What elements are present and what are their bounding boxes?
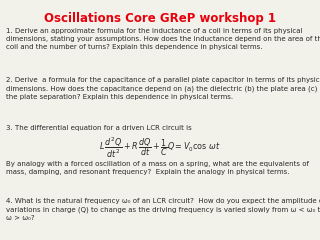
Text: Oscillations Core GReP workshop 1: Oscillations Core GReP workshop 1 bbox=[44, 12, 276, 25]
Text: By analogy with a forced oscillation of a mass on a spring, what are the equival: By analogy with a forced oscillation of … bbox=[6, 161, 309, 175]
Text: 2. Derive  a formula for the capacitance of a parallel plate capacitor in terms : 2. Derive a formula for the capacitance … bbox=[6, 77, 320, 100]
Text: 4. What is the natural frequency ω₀ of an LCR circuit?  How do you expect the am: 4. What is the natural frequency ω₀ of a… bbox=[6, 198, 320, 221]
Text: 1. Derive an approximate formula for the inductance of a coil in terms of its ph: 1. Derive an approximate formula for the… bbox=[6, 28, 320, 50]
Text: 3. The differential equation for a driven LCR circuit is: 3. The differential equation for a drive… bbox=[6, 125, 192, 131]
Text: $L\,\dfrac{d^2Q}{dt^2} + R\,\dfrac{dQ}{dt} + \dfrac{1}{C}Q = V_0 \cos\,\omega t$: $L\,\dfrac{d^2Q}{dt^2} + R\,\dfrac{dQ}{d… bbox=[99, 136, 221, 160]
